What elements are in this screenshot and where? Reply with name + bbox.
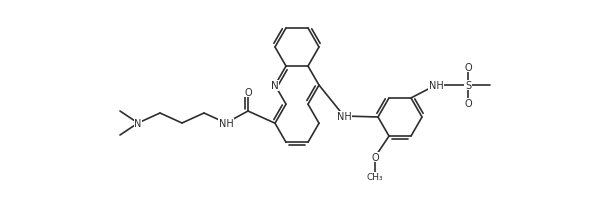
- Text: N: N: [271, 81, 279, 91]
- Text: O: O: [464, 98, 472, 109]
- Text: O: O: [244, 88, 252, 97]
- Text: CH₃: CH₃: [366, 173, 383, 182]
- Text: S: S: [465, 81, 471, 91]
- Text: O: O: [464, 63, 472, 73]
- Text: O: O: [371, 152, 379, 162]
- Text: NH: NH: [219, 118, 233, 128]
- Text: NH: NH: [337, 111, 352, 121]
- Text: NH: NH: [429, 81, 443, 91]
- Text: N: N: [134, 118, 142, 128]
